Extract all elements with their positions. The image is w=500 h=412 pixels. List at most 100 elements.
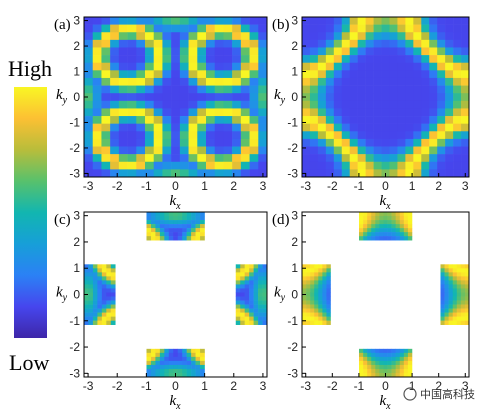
heatmap-cell <box>314 292 319 297</box>
heatmap-cell <box>387 228 392 233</box>
heatmap-cell <box>310 288 315 293</box>
heatmap-cell <box>106 304 112 309</box>
heatmap-cell <box>317 85 327 94</box>
heatmap-cell <box>232 47 242 56</box>
y-axis-label: ky <box>274 285 286 304</box>
heatmap-cell <box>460 316 466 321</box>
heatmap-cell <box>445 108 454 117</box>
heatmap-cell <box>173 212 179 217</box>
heatmap-cell <box>405 108 414 117</box>
heatmap-cell <box>309 70 319 79</box>
heatmap-cell <box>403 372 409 378</box>
heatmap-cell <box>341 138 351 147</box>
heatmap-cell <box>106 288 112 293</box>
heatmap-cell <box>456 292 462 297</box>
heatmap-cell <box>399 232 405 237</box>
heatmap-cell <box>200 352 205 358</box>
heatmap-cell <box>448 308 453 313</box>
heatmap-cell <box>389 108 398 117</box>
heatmap-cell <box>127 146 137 155</box>
heatmap-cell <box>262 308 268 313</box>
heatmap-cell <box>84 100 94 109</box>
heatmap-cell <box>84 268 89 273</box>
heatmap-cell <box>325 62 335 71</box>
heatmap-cell <box>399 224 405 229</box>
heatmap-cell <box>179 146 189 155</box>
heatmap-cell <box>318 296 323 301</box>
heatmap-cell <box>179 161 189 170</box>
heatmap-cell <box>365 55 374 64</box>
heatmap-cell <box>391 232 396 237</box>
heatmap-cell <box>318 288 323 293</box>
heatmap-cell <box>179 70 189 79</box>
heatmap-cell <box>84 138 94 147</box>
heatmap-cell <box>445 47 454 56</box>
heatmap-cell <box>302 62 311 71</box>
heatmap-cell <box>127 131 137 140</box>
heatmap-cell <box>333 24 343 33</box>
heatmap-cell <box>437 77 446 86</box>
heatmap-cell <box>162 17 172 25</box>
heatmap-cell <box>101 304 107 309</box>
heatmap-cell <box>206 161 216 170</box>
heatmap-cell <box>333 138 343 147</box>
heatmap-cell <box>146 216 152 221</box>
heatmap-cell <box>421 24 430 33</box>
heatmap-cell <box>110 304 116 309</box>
heatmap-cell <box>437 146 446 155</box>
heatmap-cell <box>118 108 128 117</box>
heatmap-cell <box>188 154 198 163</box>
heatmap-cell <box>162 39 172 48</box>
heatmap-cell <box>206 77 216 86</box>
x-tick-label: 1 <box>201 179 208 193</box>
heatmap-cell <box>249 100 259 109</box>
heatmap-cell <box>258 276 263 281</box>
heatmap-cell <box>101 131 111 140</box>
heatmap-cell <box>383 232 388 237</box>
heatmap-cell <box>453 146 462 155</box>
heatmap-cell <box>249 39 259 48</box>
heatmap-cell <box>235 316 241 321</box>
heatmap-cell <box>84 123 94 132</box>
heatmap-cell <box>448 272 453 277</box>
heatmap-cell <box>373 138 382 147</box>
heatmap-cell <box>101 320 107 325</box>
heatmap-cell <box>101 161 111 170</box>
heatmap-cell <box>367 368 372 374</box>
heatmap-cell <box>153 47 163 56</box>
heatmap-cell <box>177 372 183 378</box>
heatmap-cell <box>397 169 406 178</box>
heatmap-cell <box>373 116 382 124</box>
heatmap-cell <box>389 154 398 163</box>
heatmap-cell <box>405 100 414 109</box>
heatmap-cell <box>318 320 323 325</box>
heatmap-cell <box>92 32 102 41</box>
heatmap-cell <box>240 308 245 313</box>
heatmap-cell <box>127 70 137 79</box>
heatmap-cell <box>429 17 438 25</box>
heatmap-cell <box>118 47 128 56</box>
heatmap-cell <box>309 62 319 71</box>
x-tick-label: -2 <box>112 379 123 393</box>
heatmap-cell <box>309 100 319 109</box>
heatmap-cell <box>460 288 466 293</box>
heatmap-cell <box>365 108 374 117</box>
heatmap-cell <box>314 280 319 285</box>
heatmap-cell <box>407 364 413 370</box>
heatmap-cell <box>349 100 358 109</box>
heatmap-cell <box>173 232 179 237</box>
heatmap-cell <box>461 100 470 109</box>
heatmap-cell <box>136 100 146 109</box>
heatmap-cell <box>97 300 103 305</box>
heatmap-cell <box>232 138 242 147</box>
heatmap-cell <box>97 288 103 293</box>
heatmap-cell <box>146 228 152 233</box>
heatmap-cell <box>127 93 137 102</box>
heatmap-cell <box>306 308 311 313</box>
heatmap-cell <box>302 304 307 309</box>
heatmap-cell <box>110 116 120 124</box>
heatmap-cell <box>118 17 128 25</box>
heatmap-cell <box>214 55 224 64</box>
heatmap-cell <box>302 93 311 102</box>
heatmap-cell <box>322 264 327 269</box>
